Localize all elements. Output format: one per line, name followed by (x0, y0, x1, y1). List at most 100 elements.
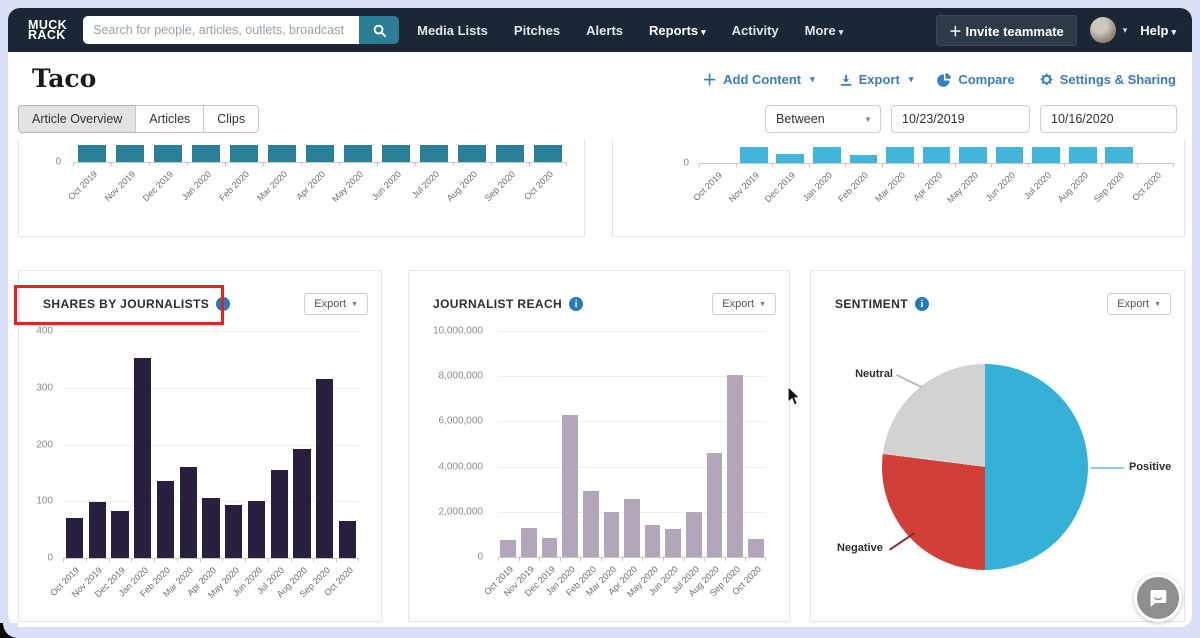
axis-tick (1173, 163, 1174, 167)
card-header: JOURNALIST REACH i (433, 297, 584, 311)
tab-articles[interactable]: Articles (135, 105, 205, 133)
bar (247, 501, 266, 558)
axis-tick (1064, 163, 1066, 167)
bar (419, 145, 449, 162)
bar (747, 538, 764, 557)
nav-alerts[interactable]: Alerts (586, 22, 624, 38)
bar (521, 527, 537, 557)
nav-activity[interactable]: Activity (731, 22, 779, 38)
bar (495, 145, 525, 162)
gridline (63, 444, 359, 446)
axis-tick (415, 162, 416, 166)
axis-tick (267, 558, 269, 562)
export-button[interactable]: Export ▾ (839, 72, 914, 87)
search-button[interactable] (359, 16, 400, 44)
user-menu[interactable]: ▾ (1089, 17, 1127, 43)
chat-launcher-button[interactable] (1134, 574, 1182, 622)
add-content-button[interactable]: ＋ Add Content ▾ (702, 69, 815, 90)
bar-plot: Oct 2019 Nov 2019 Dec 2019 Jan 2020 Feb 2020… (691, 140, 1174, 205)
y-tick-label: 10,000,000 (432, 325, 483, 337)
navbar-right: ＋ Invite teammate ▾ Help ▾ (935, 14, 1176, 46)
bar (706, 453, 723, 557)
axis-tick (187, 162, 188, 166)
nav-media-lists[interactable]: Media Lists (417, 22, 488, 38)
leader-line (889, 532, 915, 551)
axis-tick (954, 163, 956, 167)
axis-tick (85, 558, 87, 562)
gear-icon (1040, 73, 1053, 86)
chevron-down-icon: ▾ (908, 74, 914, 84)
axis-tick (566, 162, 567, 166)
bar (338, 521, 357, 558)
nav-reports[interactable]: Reports ▾ (649, 23, 706, 38)
bar-plot: Oct 2019 Nov 2019 Dec 2019 Jan 2020 Feb 2020… (482, 331, 766, 599)
bar (776, 154, 805, 163)
export-dropdown-button[interactable]: Export ▼ (712, 293, 776, 315)
compare-button[interactable]: Compare (937, 72, 1015, 87)
export-dropdown-button[interactable]: Export ▼ (1107, 293, 1171, 315)
info-icon[interactable]: i (216, 297, 231, 311)
bar (886, 147, 914, 163)
invite-teammate-button[interactable]: ＋ Invite teammate (935, 14, 1077, 46)
plus-icon: ＋ (702, 72, 718, 89)
axis-tick (498, 557, 499, 561)
axis-tick (108, 558, 110, 562)
bar (134, 358, 152, 558)
cropped-chart-card-right: 0 Oct 2019 Nov 2019 Dec 2019 Jan 2020 Feb 20… (612, 140, 1185, 237)
bar (316, 379, 334, 558)
bar (191, 145, 221, 162)
y-axis: 0 (19, 140, 65, 168)
bar (270, 470, 288, 558)
end-date-input[interactable] (1040, 105, 1177, 133)
leader-line (896, 374, 923, 388)
axis-tick (453, 162, 454, 166)
gridline (498, 466, 766, 468)
info-icon[interactable]: i (914, 297, 929, 311)
y-axis: 0 100 200 300 400 (19, 326, 57, 564)
chevron-down-icon: ▼ (759, 300, 766, 308)
y-tick-label: 0 (47, 552, 53, 564)
bar (922, 147, 951, 163)
gridline (63, 387, 359, 389)
axis-tick (580, 557, 582, 561)
bar (995, 147, 1024, 163)
card-title: JOURNALIST REACH (433, 297, 563, 311)
bar (457, 145, 487, 162)
export-dropdown-button[interactable]: Export ▼ (304, 293, 368, 315)
muckrack-logo[interactable]: MUCK RACK (28, 19, 67, 41)
bar (156, 481, 175, 558)
nav-more[interactable]: More ▾ (805, 23, 844, 38)
avatar[interactable] (1089, 17, 1116, 43)
axis-tick (808, 163, 810, 167)
settings-sharing-button[interactable]: Settings & Sharing (1039, 72, 1176, 87)
search-input[interactable] (83, 16, 360, 44)
info-icon[interactable]: i (569, 297, 584, 311)
card-header: SHARES BY JOURNALISTS i (43, 297, 231, 311)
date-operator-select[interactable]: Between ▼ (765, 105, 881, 133)
axis-tick (699, 163, 700, 167)
app-window: MUCK RACK Media Lists Pitches Alerts Rep… (8, 8, 1192, 627)
card-title: SENTIMENT (835, 297, 908, 311)
bar (229, 145, 259, 162)
export-label: Export (858, 72, 900, 87)
start-date-input[interactable] (891, 105, 1030, 133)
pie-label-neutral: Neutral (855, 368, 893, 380)
chat-bubble-icon (1150, 590, 1167, 607)
axis-tick (491, 162, 492, 166)
top-navbar: MUCK RACK Media Lists Pitches Alerts Rep… (8, 8, 1192, 52)
nav-pitches[interactable]: Pitches (513, 22, 561, 38)
help-menu[interactable]: Help ▾ (1140, 23, 1176, 38)
axis-tick (313, 558, 315, 562)
tab-clips[interactable]: Clips (203, 105, 260, 133)
axis-tick (263, 162, 264, 166)
axis-tick (154, 558, 156, 562)
tab-article-overview[interactable]: Article Overview (18, 105, 137, 133)
axis-tick (642, 557, 644, 561)
bar (65, 518, 84, 558)
axis-tick (559, 557, 561, 561)
y-tick-label: 0 (55, 156, 61, 168)
bar (1032, 147, 1060, 163)
compare-pie-icon (937, 72, 952, 87)
bar (739, 147, 768, 163)
export-dropdown-label: Export (314, 298, 347, 310)
